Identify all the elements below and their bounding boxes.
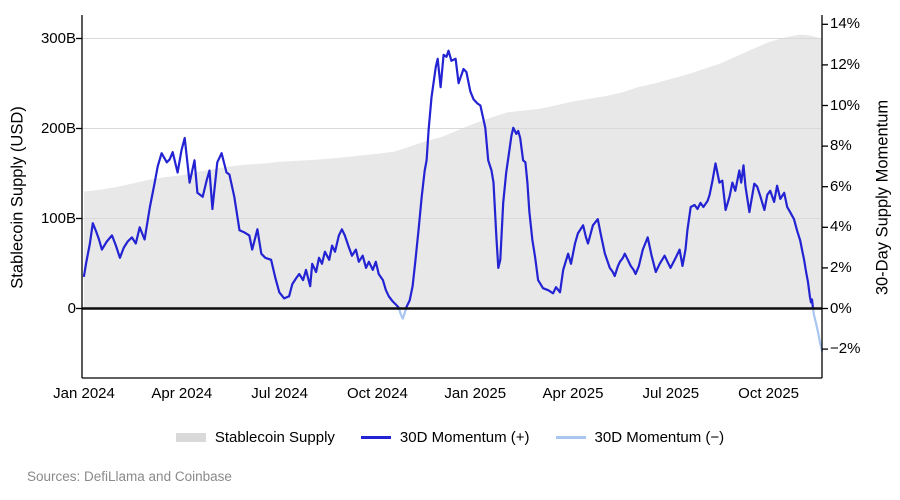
- legend-label-stablecoin-supply: Stablecoin Supply: [214, 429, 335, 446]
- y-axis-left-tick-label: 300B: [40, 29, 76, 47]
- y-axis-right-tick-label: 0%: [830, 299, 852, 317]
- x-axis-tick-label: Apr 2025: [542, 385, 604, 402]
- y-axis-right-tick-label: 6%: [830, 177, 852, 195]
- legend-label-momentum-positive: 30D Momentum (+): [399, 429, 530, 446]
- legend-item-stablecoin-supply: Stablecoin Supply: [175, 429, 335, 446]
- legend: Stablecoin Supply 30D Momentum (+) 30D M…: [0, 429, 900, 446]
- supply-area-swatch-icon: [175, 433, 206, 442]
- y-axis-right-tick-label: 8%: [830, 137, 852, 155]
- plot-canvas: [76, 15, 828, 379]
- left-axis-title: Stablecoin Supply (USD): [8, 106, 27, 289]
- y-axis-left-tick-label: 0: [67, 299, 76, 317]
- x-axis-tick-label: Oct 2024: [346, 385, 408, 402]
- momentum-negative-series: [811, 307, 824, 353]
- y-axis-left-tick-label: 200B: [40, 119, 76, 137]
- supply-area-series: [84, 34, 823, 309]
- y-axis-right-tick-label: 14%: [830, 15, 861, 33]
- y-axis-right-tick-label: 2%: [830, 258, 852, 276]
- x-axis-tick-label: Jan 2025: [444, 385, 507, 402]
- momentum-positive-series: [82, 136, 400, 310]
- y-axis-right-tick-label: 12%: [830, 55, 861, 73]
- legend-item-momentum-negative: 30D Momentum (−): [555, 429, 725, 446]
- x-axis-tick-label: Oct 2025: [738, 385, 800, 402]
- x-axis-tick-label: Jul 2025: [642, 385, 700, 402]
- x-axis-tick-label: Apr 2024: [151, 385, 213, 402]
- x-axis-tick-label: Jan 2024: [53, 385, 115, 402]
- y-axis-right-tick-label: −2%: [830, 340, 861, 358]
- momentum-positive-series: [405, 49, 815, 310]
- momentum-negative-series: [397, 307, 408, 320]
- legend-item-momentum-positive: 30D Momentum (+): [360, 429, 530, 446]
- momentum-positive-line-swatch-icon: [360, 436, 391, 439]
- x-axis-tick-label: Jul 2024: [251, 385, 308, 402]
- sources-text: Sources: DefiLlama and Coinbase: [27, 469, 232, 484]
- y-axis-right-tick-label: 4%: [830, 218, 852, 236]
- momentum-negative-line-swatch-icon: [555, 436, 586, 439]
- legend-label-momentum-negative: 30D Momentum (−): [594, 429, 725, 446]
- y-axis-left-tick-label: 100B: [40, 209, 76, 227]
- y-axis-right-tick-label: 10%: [830, 96, 861, 114]
